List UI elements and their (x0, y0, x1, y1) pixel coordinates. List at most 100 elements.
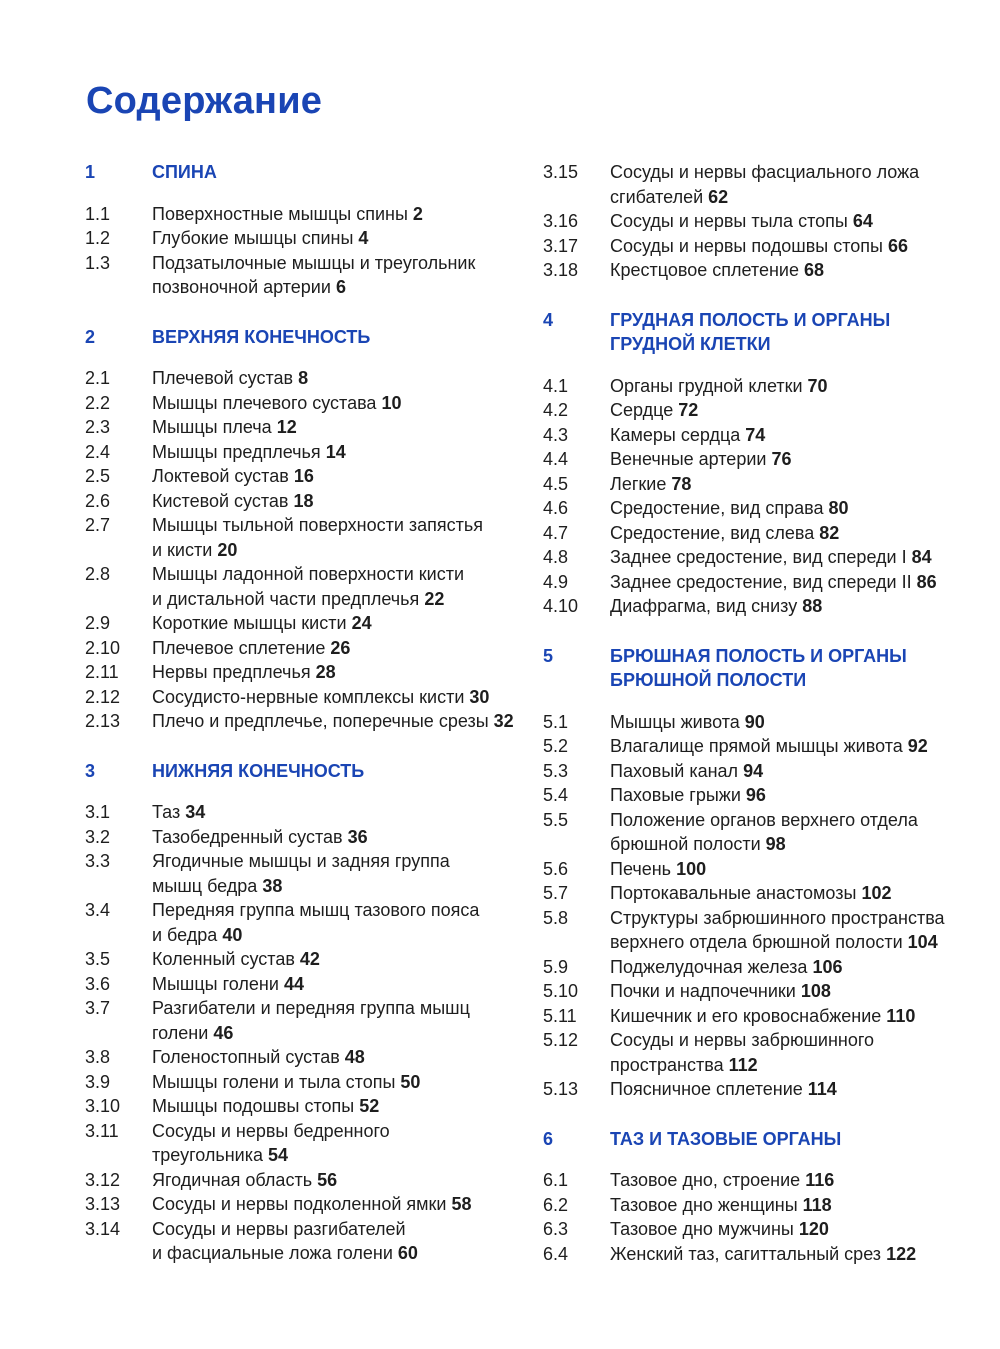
entry-page: 6 (335, 277, 346, 297)
section-heading: 2 ВЕРХНЯЯ КОНЕЧНОСТЬ (85, 325, 552, 350)
toc-entry[interactable]: 2.12 Сосудисто-нервные комплексы кисти 30 (85, 685, 552, 710)
entry-title: Сосудисто-нервные комплексы кисти (152, 686, 465, 707)
toc-entry[interactable]: 3.17 Сосуды и нервы подошвы стопы 66 (543, 234, 1000, 259)
toc-entry[interactable]: 2.6 Кистевой сустав 18 (85, 489, 552, 514)
toc-entry[interactable]: 2.4 Мышцы предплечья 14 (85, 440, 552, 465)
toc-entry[interactable]: 3.2 Тазобедренный сустав 36 (85, 825, 552, 850)
entry-number: 3.12 (85, 1169, 121, 1190)
toc-entry[interactable]: 5.8 Структуры забрюшинного пространства в… (543, 906, 1000, 955)
entry-number: 4.6 (543, 498, 569, 518)
toc-entry[interactable]: 5.11 Кишечник и его кровоснабжение 110 (543, 1004, 1000, 1029)
entry-number: 3.4 (85, 900, 111, 920)
entry-number: 4.2 (543, 400, 569, 420)
toc-entry[interactable]: 4.5 Легкие 78 (543, 472, 1000, 497)
toc-entry[interactable]: 3.12 Ягодичная область 56 (85, 1168, 552, 1193)
toc-entry[interactable]: 3.13 Сосуды и нервы подколенной ямки 58 (85, 1192, 552, 1217)
section-title: ТАЗ И ТАЗОВЫЕ ОРГАНЫ (610, 1128, 842, 1149)
entry-title: Средостение, вид справа (610, 498, 824, 518)
section-number: 1 (85, 162, 96, 182)
entry-title: Заднее средостение, вид спереди I (610, 547, 907, 567)
toc-entry[interactable]: 4.8 Заднее средостение, вид спереди I 84 (543, 545, 1000, 570)
entry-page: 14 (325, 441, 346, 462)
entry-number: 3.18 (543, 260, 579, 280)
entry-title: Тазовое дно мужчины (610, 1219, 794, 1239)
toc-entry[interactable]: 5.12 Сосуды и нервы забрюшинного простран… (543, 1028, 1000, 1077)
toc-entry[interactable]: 4.3 Камеры сердца 74 (543, 423, 1000, 448)
toc-entry[interactable]: 2.10 Плечевое сплетение 26 (85, 636, 552, 661)
toc-entry[interactable]: 4.1 Органы грудной клетки 70 (543, 374, 1000, 399)
toc-entry[interactable]: 3.10 Мышцы подошвы стопы 52 (85, 1094, 552, 1119)
toc-entry[interactable]: 3.18 Крестцовое сплетение 68 (543, 258, 1000, 283)
toc-entry[interactable]: 6.2 Тазовое дно женщины 118 (543, 1193, 1000, 1218)
toc-entry[interactable]: 2.1 Плечевой сустав 8 (85, 366, 552, 391)
toc-entry[interactable]: 5.6 Печень 100 (543, 857, 1000, 882)
entry-number: 4.3 (543, 424, 569, 445)
entry-number: 5.9 (543, 956, 569, 977)
toc-entry[interactable]: 5.9 Поджелудочная железа 106 (543, 955, 1000, 980)
toc-entry[interactable]: 3.16 Сосуды и нервы тыла стопы 64 (543, 209, 1000, 234)
entry-page: 38 (262, 875, 283, 896)
section-title: ГРУДНАЯ ПОЛОСТЬ И ОРГАНЫ ГРУДНОЙ КЛЕТКИ (610, 309, 891, 355)
toc-entry[interactable]: 3.4 Передняя группа мышц тазового пояса и… (85, 898, 552, 947)
entry-number: 3.13 (85, 1194, 121, 1214)
toc-entry[interactable]: 3.11 Сосуды и нервы бедренного треугольни… (85, 1119, 552, 1168)
entry-title: Мышцы ладонной поверхности кисти и диста… (152, 564, 465, 609)
toc-entry[interactable]: 5.10 Почки и надпочечники 108 (543, 979, 1000, 1004)
entry-page: 42 (299, 949, 320, 969)
toc-entry[interactable]: 3.7 Разгибатели и передняя группа мышц го… (85, 996, 552, 1045)
entry-page: 46 (213, 1022, 234, 1043)
entry-title: Паховые грыжи (610, 785, 741, 805)
toc-entry[interactable]: 3.9 Мышцы голени и тыла стопы 50 (85, 1070, 552, 1095)
toc-entry[interactable]: 4.9 Заднее средостение, вид спереди II 86 (543, 570, 1000, 595)
toc-entry[interactable]: 5.5 Положение органов верхнего отдела брю… (543, 808, 1000, 857)
entry-title: Коленный сустав (152, 949, 295, 969)
toc-entry[interactable]: 5.2 Влагалище прямой мышцы живота 92 (543, 734, 1000, 759)
page-title: Содержание (86, 80, 323, 122)
entry-title: Камеры сердца (610, 424, 741, 445)
toc-entry[interactable]: 2.8 Мышцы ладонной поверхности кисти и ди… (85, 562, 552, 611)
section-number: 3 (85, 760, 96, 781)
toc-entry[interactable]: 2.2 Мышцы плечевого сустава 10 (85, 391, 552, 416)
entry-page: 10 (381, 392, 402, 413)
toc-entry[interactable]: 4.2 Сердце 72 (543, 398, 1000, 423)
toc-entry[interactable]: 5.3 Паховый канал 94 (543, 759, 1000, 784)
toc-entry[interactable]: 3.14 Сосуды и нервы разгибателей и фасциа… (85, 1217, 552, 1266)
toc-entry[interactable]: 2.7 Мышцы тыльной поверхности запястья и … (85, 513, 552, 562)
toc-entry[interactable]: 1.2 Глубокие мышцы спины 4 (85, 226, 552, 251)
toc-entry[interactable]: 6.4 Женский таз, сагиттальный срез 122 (543, 1242, 1000, 1267)
entry-number: 6.2 (543, 1194, 569, 1215)
toc-entry[interactable]: 4.4 Венечные артерии 76 (543, 447, 1000, 472)
toc-entry[interactable]: 1.3 Подзатылочные мышцы и треугольник поз… (85, 251, 552, 300)
entry-page: 76 (771, 449, 792, 469)
toc-entry[interactable]: 4.7 Средостение, вид слева 82 (543, 521, 1000, 546)
toc-entry[interactable]: 2.9 Короткие мышцы кисти 24 (85, 611, 552, 636)
toc-entry[interactable]: 2.3 Мышцы плеча 12 (85, 415, 552, 440)
toc-entry[interactable]: 2.13 Плечо и предплечье, поперечные срезы… (85, 709, 552, 734)
toc-entry[interactable]: 5.1 Мышцы живота 90 (543, 710, 1000, 735)
toc-entry[interactable]: 6.1 Тазовое дно, строение 116 (543, 1168, 1000, 1193)
toc-entry[interactable]: 1.1 Поверхностные мышцы спины 2 (85, 202, 552, 227)
entry-number: 5.11 (543, 1005, 577, 1026)
entry-number: 4.4 (543, 449, 569, 469)
toc-entry[interactable]: 3.8 Голеностопный сустав 48 (85, 1045, 552, 1070)
toc-entry[interactable]: 5.7 Портокавальные анастомозы 102 (543, 881, 1000, 906)
entry-title: Мышцы тыльной поверхности запястья и кис… (152, 515, 484, 560)
entry-page: 94 (743, 760, 764, 781)
toc-entry[interactable]: 3.15 Сосуды и нервы фасциального ложа сги… (543, 160, 1000, 209)
entry-page: 50 (400, 1071, 421, 1092)
toc-entry[interactable]: 3.5 Коленный сустав 42 (85, 947, 552, 972)
entry-number: 5.4 (543, 785, 569, 805)
entry-title: Ягодичные мышцы и задняя группа мышц бед… (152, 851, 450, 896)
entry-title: Плечевое сплетение (152, 637, 326, 658)
toc-entry[interactable]: 4.6 Средостение, вид справа 80 (543, 496, 1000, 521)
toc-entry[interactable]: 2.11 Нервы предплечья 28 (85, 660, 552, 685)
toc-entry[interactable]: 6.3 Тазовое дно мужчины 120 (543, 1217, 1000, 1242)
toc-entry[interactable]: 3.1 Таз 34 (85, 800, 552, 825)
toc-entry[interactable]: 4.10 Диафрагма, вид снизу 88 (543, 594, 1000, 619)
toc-entry[interactable]: 2.5 Локтевой сустав 16 (85, 464, 552, 489)
entry-number: 1.3 (85, 252, 111, 273)
toc-entry[interactable]: 3.3 Ягодичные мышцы и задняя группа мышц … (85, 849, 552, 898)
toc-entry[interactable]: 3.6 Мышцы голени 44 (85, 972, 552, 997)
toc-entry[interactable]: 5.4 Паховые грыжи 96 (543, 783, 1000, 808)
toc-entry[interactable]: 5.13 Поясничное сплетение 114 (543, 1077, 1000, 1102)
